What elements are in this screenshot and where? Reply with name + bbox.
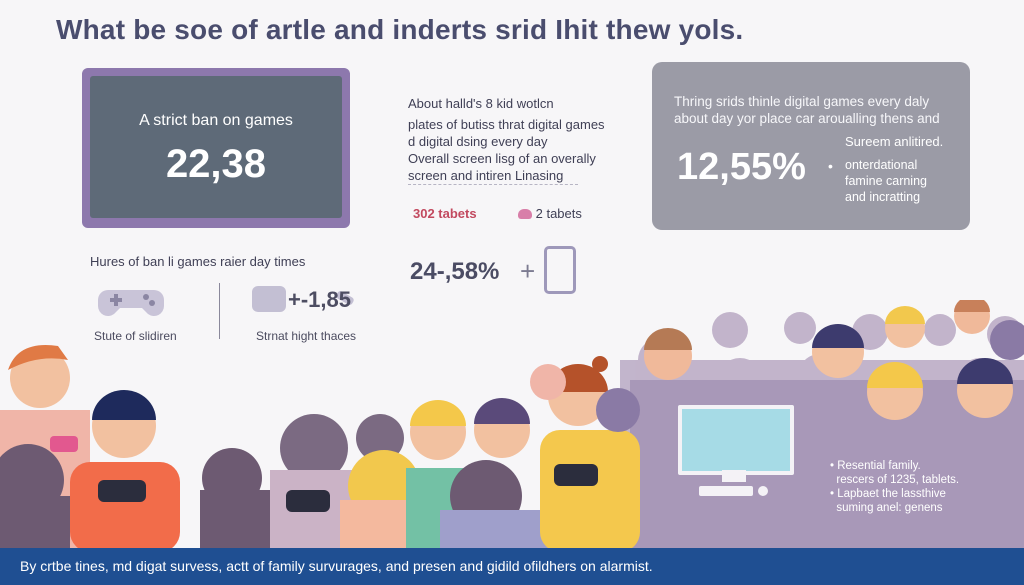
tablet-stat-card: A strict ban on games 22,38 [82,68,350,228]
mouse-icon [758,486,768,496]
gray-panel-value: 12,55% [677,146,806,188]
scene-note: • Resential family. [830,460,921,472]
tablet-screen: A strict ban on games 22,38 [90,76,342,218]
hours-heading: Hures of ban li games raier day times [90,254,306,269]
handheld-console-icon [252,286,354,312]
tablets-stat-a-label: 302 tabets [413,206,477,221]
big-percent-stat: 24-,58% [410,258,500,285]
gray-panel-list: onterdational famine carning and incratt… [845,157,927,205]
middle-lines-a: plates of butiss thrat digital games d d… [408,117,605,149]
dashed-divider [408,184,578,185]
scene-note: suming anel: genens [836,502,943,514]
gray-panel-list-item: famine carning [845,174,927,188]
bullet-icon: • [828,158,833,174]
plus-icon: + [520,256,536,286]
monitor-stand [722,470,746,482]
strat-label: Strnat hight thaces [256,329,357,343]
footer-banner: By crtbe tines, md digat survess, actt o… [0,548,1024,585]
gray-stat-panel [652,62,970,230]
study-label: Stute of slidiren [94,329,177,343]
cloud-icon [518,209,532,219]
page-title: What be soe of artle and inderts srid Ih… [56,14,744,45]
strat-value: +-1,85 [288,287,351,312]
scene-note: rescers of 1235, tablets. [836,474,960,486]
keyboard-icon [699,486,753,496]
gray-panel-list-item: and incratting [845,190,921,204]
gray-panel-subtitle: Sureem anlitired. [845,134,944,149]
vertical-divider [219,283,220,339]
scene-note: • Lapbaet the lassthive [830,488,946,500]
middle-lines-b: Overall screen lisg of an overally scree… [408,151,596,183]
phone-icon [544,246,576,294]
tablet-card-value: 22,38 [165,142,267,186]
tablets-stat-a: 302 tabets [413,206,477,221]
gray-panel-list-item: onterdational [845,158,918,172]
computer-monitor-icon [678,405,794,475]
gray-panel-text: Thring srids thinle digital games every … [674,94,940,126]
middle-heading: About halld's 8 kid wotlcn [408,96,554,111]
gamepad-icon [98,290,164,316]
tablets-stat-b-label: 2 tabets [535,206,582,221]
scene-notes: • Resential family. rescers of 1235, tab… [830,459,959,515]
tablets-stat-b: 2 tabets [518,206,582,221]
tablet-card-label: A strict ban on games [139,112,293,129]
